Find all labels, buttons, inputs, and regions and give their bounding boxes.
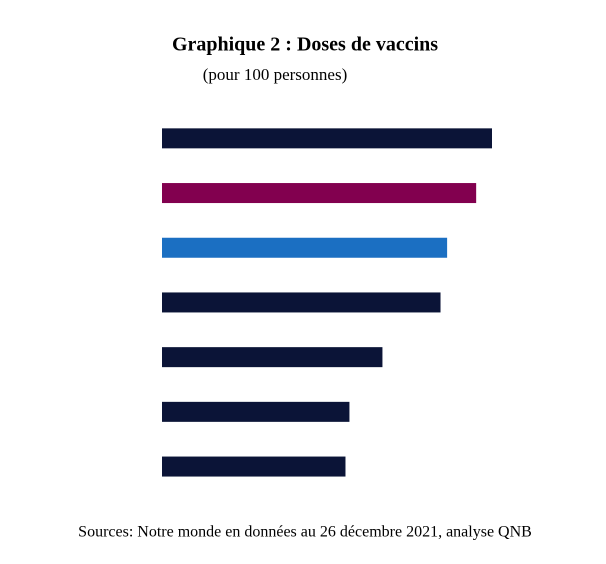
- bar: [162, 183, 477, 204]
- bar: [162, 292, 441, 313]
- bar: [162, 456, 346, 477]
- chart-title: Graphique 2 : Doses de vaccins: [172, 34, 438, 56]
- source-note: Sources: Notre monde en données au 26 dé…: [78, 524, 532, 541]
- bar: [162, 401, 350, 422]
- chart-subtitle: (pour 100 personnes): [203, 65, 347, 84]
- bar: [162, 237, 448, 258]
- bar: [162, 128, 492, 149]
- bar: [162, 347, 383, 368]
